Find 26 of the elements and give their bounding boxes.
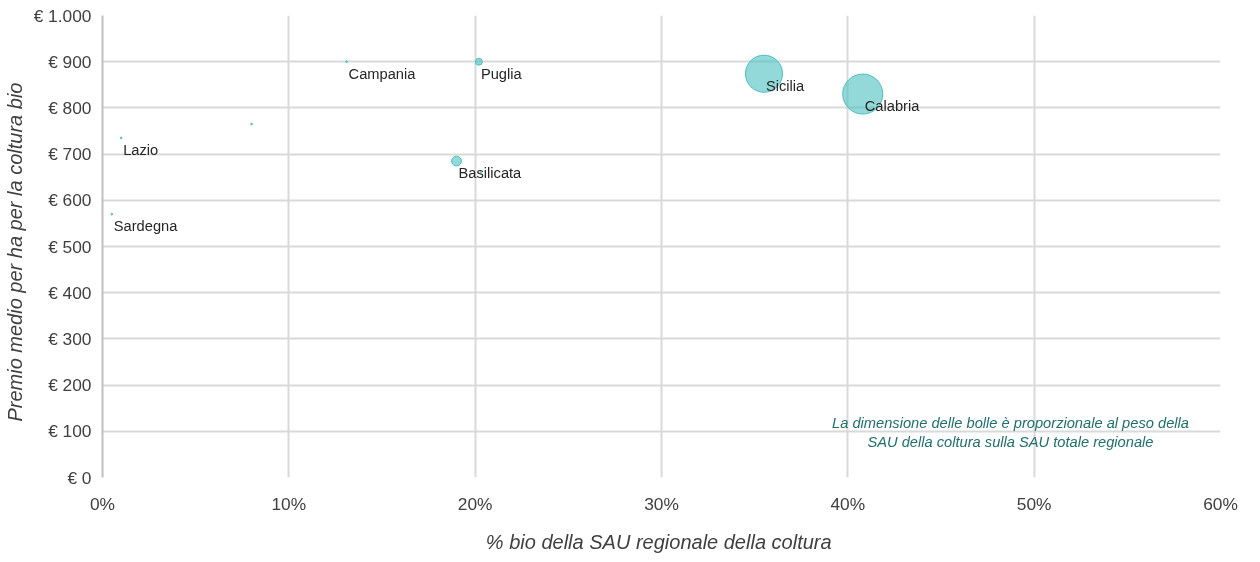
annotation: Basilicata: [458, 165, 523, 182]
y-tick-label: € 700: [48, 144, 92, 165]
x-tick-label: 40%: [830, 493, 866, 514]
annotation: Campania: [348, 65, 417, 82]
y-tick-label: € 800: [48, 97, 92, 118]
y-tick-label: € 200: [48, 375, 92, 396]
x-tick-label: 30%: [644, 493, 679, 514]
annotation: Puglia: [480, 65, 523, 82]
y-tick-label: € 500: [48, 236, 92, 257]
x-tick-label: 10%: [271, 493, 307, 514]
y-tick-label: € 400: [48, 282, 92, 303]
y-tick-label: € 300: [48, 328, 92, 349]
y-tick-label: € 900: [48, 51, 92, 72]
x-tick-label: 0%: [89, 493, 116, 514]
x-axis-title: % bio della SAU regionale della coltura: [485, 530, 832, 553]
x-tick-label: 20%: [457, 493, 493, 514]
y-tick-label: € 600: [48, 190, 92, 211]
annotation: La dimensione delle bolle è proporzionale al peso della SAU della coltura sulla SAU totale regionale: [832, 414, 1189, 450]
y-axis-title: Premio medio per ha per la coltura bio: [3, 82, 26, 422]
annotation: Lazio: [123, 141, 159, 158]
x-tick-label: 50%: [1016, 493, 1052, 514]
x-tick-label: 60%: [1203, 493, 1238, 514]
y-tick-label: € 100: [48, 421, 92, 442]
y-tick-label: € 1.000: [33, 5, 92, 26]
y-tick-label: € 0: [67, 467, 92, 488]
annotation: Sardegna: [113, 218, 179, 235]
